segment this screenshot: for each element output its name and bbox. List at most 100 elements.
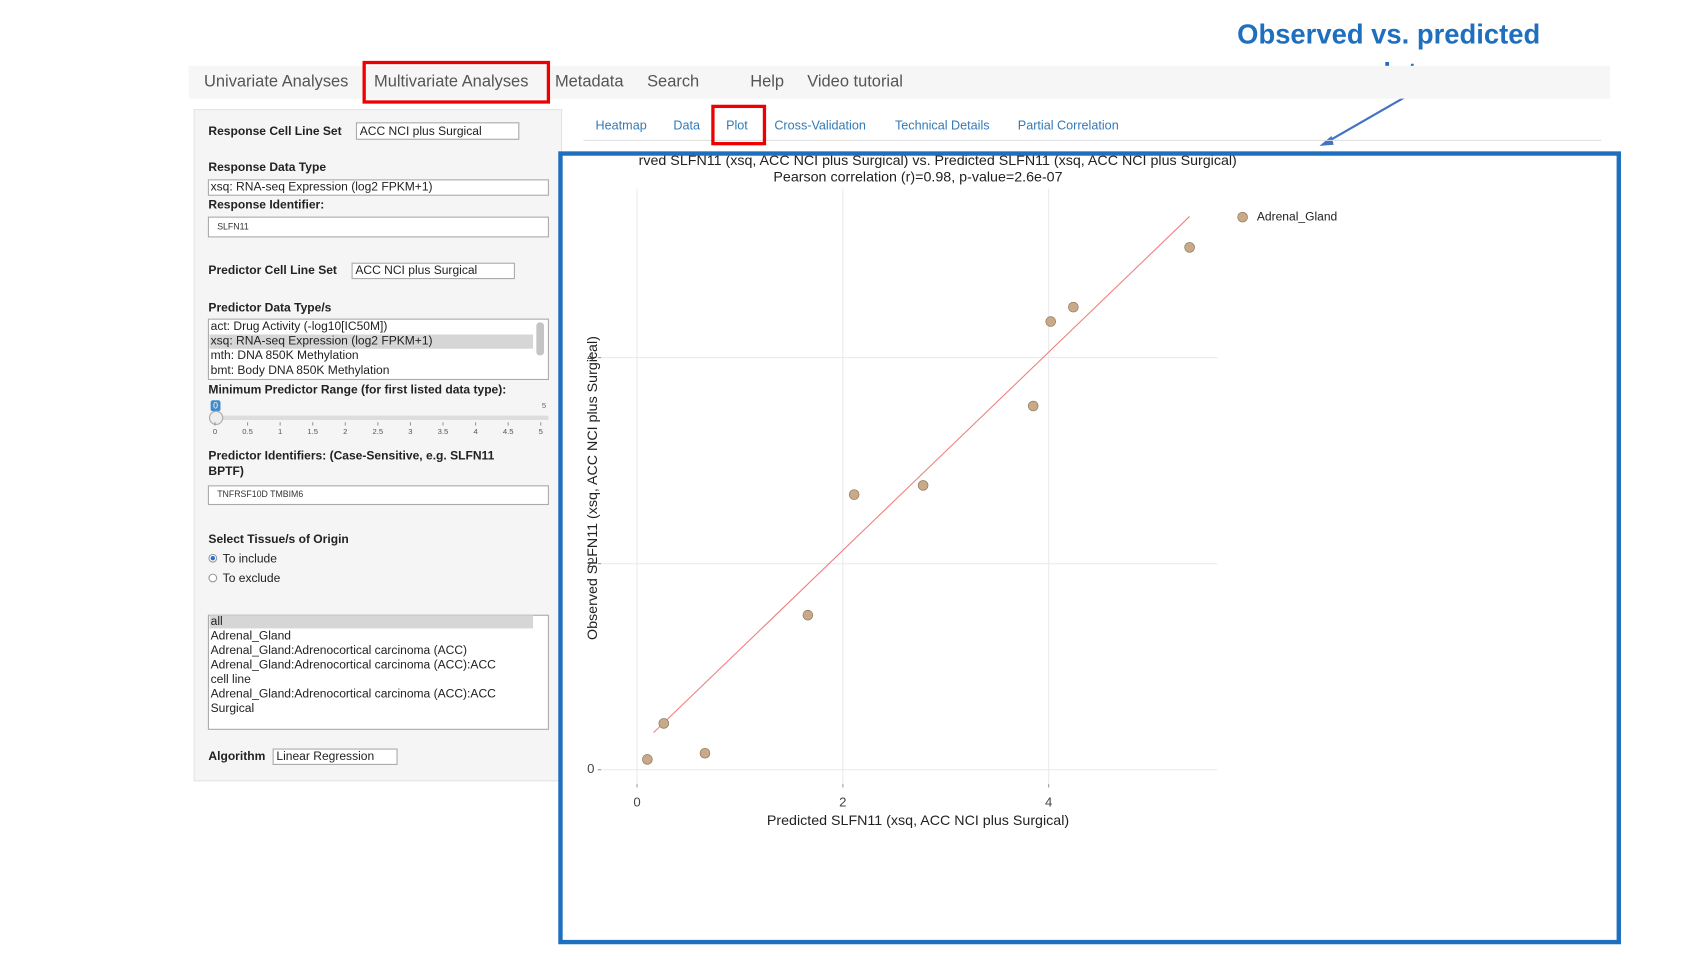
y-tick-label: 0 — [587, 761, 594, 776]
field-label: Minimum Predictor Range (for first liste… — [208, 383, 506, 397]
x-tick-label: 4 — [1045, 794, 1052, 809]
field-label: Algorithm — [208, 749, 265, 763]
field-label: Response Data Type — [208, 160, 326, 174]
radio-label: To include — [223, 552, 278, 566]
listbox[interactable] — [207, 614, 549, 730]
list-item[interactable]: all — [211, 614, 223, 628]
x-tick-label: 2 — [839, 794, 846, 809]
list-item[interactable]: mth: DNA 850K Methylation — [211, 348, 359, 362]
nav-item[interactable]: Multivariate Analyses — [374, 73, 528, 91]
point — [658, 718, 670, 729]
text-input[interactable] — [207, 485, 549, 506]
x-axis-label: Predicted SLFN11 (xsq, ACC NCI plus Surg… — [767, 813, 1069, 829]
selected-row — [209, 334, 534, 349]
slider-tick-label: 3.5 — [438, 427, 449, 436]
field-label: Response Cell Line Set — [208, 124, 341, 138]
point — [848, 489, 860, 500]
nav-bar — [188, 65, 1611, 99]
slider-max: 5 — [542, 401, 546, 410]
nav-item[interactable]: Help — [750, 73, 784, 91]
list-item[interactable]: Adrenal_Gland:Adrenocortical carcinoma (… — [211, 643, 467, 657]
list-item[interactable]: bmt: Body DNA 850K Methylation — [211, 363, 390, 377]
input-value: TNFRSF10D TMBIM6 — [217, 489, 303, 499]
field-label: Response Identifier: — [208, 197, 324, 211]
x-tick-label: 0 — [633, 794, 640, 809]
list-item[interactable]: Adrenal_Gland:Adrenocortical carcinoma (… — [211, 657, 497, 671]
y-tick-label: 4 — [587, 349, 594, 364]
nav-item[interactable]: Metadata — [555, 73, 624, 91]
field-label: Predictor Identifiers: (Case-Sensitive, … — [208, 448, 494, 462]
point — [699, 747, 711, 759]
slider-value: 0 — [213, 401, 218, 411]
select-value: ACC NCI plus Surgical — [360, 124, 482, 138]
fit-line — [653, 216, 1190, 734]
select[interactable] — [207, 179, 549, 196]
slider-tick-label: 1.5 — [307, 427, 318, 436]
scrollbar[interactable] — [536, 322, 545, 356]
field-label: BPTF) — [208, 464, 243, 478]
highlight-box — [362, 60, 551, 104]
tab[interactable]: Partial Correlation — [1018, 118, 1119, 132]
list-item[interactable]: Adrenal_Gland:Adrenocortical carcinoma (… — [211, 686, 497, 700]
point — [802, 609, 814, 621]
tab[interactable]: Heatmap — [596, 118, 647, 132]
chart: rved SLFN11 (xsq, ACC NCI plus Surgical)… — [585, 153, 1337, 829]
slider-tick-label: 4 — [473, 427, 478, 436]
slider-handle[interactable] — [208, 410, 224, 425]
point — [917, 480, 929, 491]
text-input[interactable] — [207, 216, 549, 238]
slider-tick-label: 0.5 — [242, 427, 253, 436]
legend-marker — [1237, 211, 1248, 223]
slider-tick-label: 1 — [278, 427, 282, 436]
select[interactable] — [351, 262, 515, 280]
slider-tick-label: 4.5 — [503, 427, 514, 436]
slider-tick-label: 3 — [408, 427, 412, 436]
field-label: Predictor Data Type/s — [208, 300, 331, 314]
point — [1027, 400, 1039, 412]
radio[interactable] — [208, 573, 218, 583]
select-value: ACC NCI plus Surgical — [355, 263, 477, 277]
chart-subtitle: Pearson correlation (r)=0.98, p-value=2.… — [773, 169, 1062, 185]
tabs: Heatmap Data Plot Cross-Validation Technical… — [596, 118, 1119, 132]
tab[interactable]: Technical Details — [895, 118, 990, 132]
select-value: Linear Regression — [276, 749, 374, 763]
select[interactable] — [355, 122, 520, 140]
legend-label: Adrenal_Gland — [1257, 209, 1337, 223]
radio-label: To exclude — [223, 571, 281, 585]
point — [1184, 242, 1195, 253]
annotation-arrow — [1325, 95, 1407, 144]
list-item[interactable]: Surgical — [211, 701, 255, 715]
field-label: Predictor Cell Line Set — [208, 263, 337, 277]
y-tick-label: 2 — [587, 555, 594, 570]
nav-item[interactable]: Univariate Analyses — [204, 73, 348, 91]
highlight-box — [711, 104, 767, 146]
tab[interactable]: Data — [673, 118, 701, 132]
field-label: Select Tissue/s of Origin — [208, 532, 348, 546]
slider-tick-label: 2.5 — [373, 427, 384, 436]
list-item[interactable]: act: Drug Activity (-log10[IC50M]) — [211, 319, 388, 333]
slider-tick-label: 0 — [213, 427, 217, 436]
tab[interactable]: Cross-Validation — [774, 118, 866, 132]
input-value: SLFN11 — [217, 221, 249, 231]
point — [642, 754, 653, 765]
slider-tick-label: 5 — [539, 427, 543, 436]
radio-dot — [210, 556, 216, 561]
list-item[interactable]: cell line — [211, 672, 251, 686]
sidebar: Response Cell Line Set ACC NCI plus Surg… — [207, 122, 549, 765]
annotation-text: Observed vs. predicted — [1237, 18, 1540, 49]
list-item[interactable]: Adrenal_Gland — [211, 628, 291, 642]
list-item[interactable]: xsq: RNA-seq Expression (log2 FPKM+1) — [211, 334, 433, 348]
listbox[interactable] — [207, 318, 549, 381]
nav-item[interactable]: Video tutorial — [807, 73, 903, 91]
select[interactable] — [272, 748, 398, 765]
slider-tick-label: 2 — [343, 427, 347, 436]
chart-title: rved SLFN11 (xsq, ACC NCI plus Surgical)… — [639, 153, 1237, 169]
select-value: xsq: RNA-seq Expression (log2 FPKM+1) — [211, 180, 433, 194]
highlight-frame — [558, 151, 1621, 945]
nav: Univariate Analyses Multivariate Analyses… — [204, 73, 903, 91]
tab[interactable]: Plot — [726, 118, 748, 132]
point — [1045, 316, 1056, 327]
slider-badge — [210, 400, 221, 412]
nav-item[interactable]: Search — [647, 73, 699, 91]
